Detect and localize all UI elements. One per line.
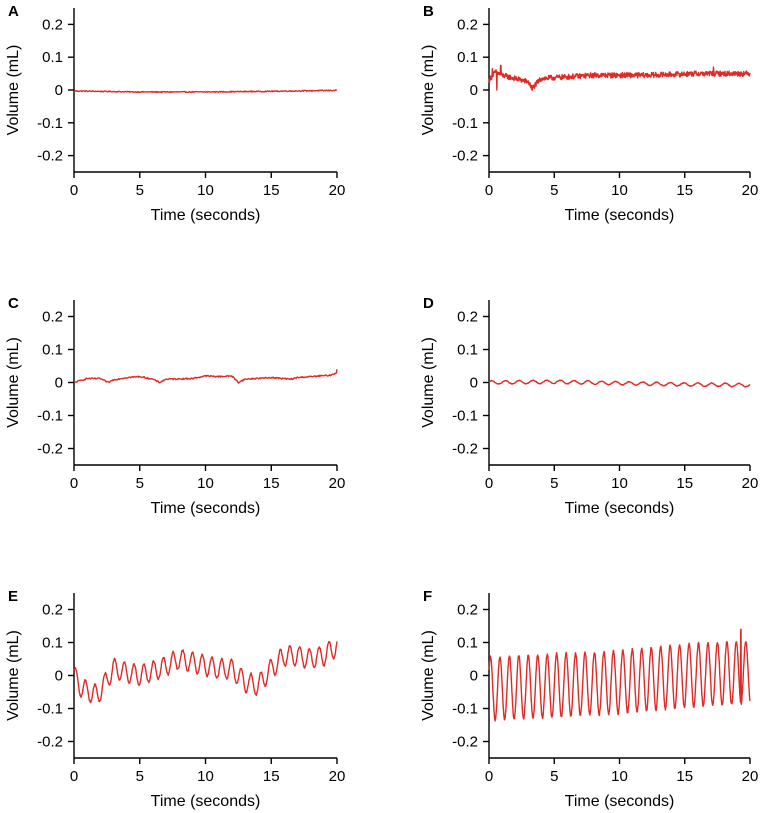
y-axis-title: Volume (mL) bbox=[5, 630, 22, 721]
y-tick-label: 0.2 bbox=[457, 16, 478, 33]
x-tick-label: 5 bbox=[550, 768, 558, 785]
y-axis-title: Volume (mL) bbox=[420, 630, 437, 721]
panel-label: A bbox=[8, 3, 19, 20]
panel-label: D bbox=[423, 295, 434, 312]
x-tick-label: 0 bbox=[485, 182, 493, 199]
y-axis-title: Volume (mL) bbox=[5, 45, 22, 136]
x-tick-label: 20 bbox=[742, 475, 759, 492]
y-tick-label: 0.1 bbox=[42, 342, 63, 359]
trace-line-a bbox=[73, 89, 338, 94]
y-tick-label: -0.2 bbox=[37, 441, 63, 458]
y-axis-title: Volume (mL) bbox=[5, 337, 22, 428]
y-tick-label: -0.2 bbox=[452, 441, 478, 458]
x-tick-label: 15 bbox=[263, 768, 280, 785]
x-tick-label: 10 bbox=[611, 768, 628, 785]
y-axis-title: Volume (mL) bbox=[420, 45, 437, 136]
x-tick-label: 20 bbox=[329, 768, 346, 785]
trace-line-c bbox=[73, 369, 338, 384]
y-tick-label: 0 bbox=[470, 375, 478, 392]
panel-a: A 0.2 0.1 0 -0.1 -0.2 0 5 10 15 20 Time (seconds) Vo… bbox=[5, 3, 345, 224]
y-tick-label: -0.1 bbox=[37, 701, 63, 718]
y-tick-label: 0 bbox=[470, 82, 478, 99]
y-tick-label: -0.1 bbox=[452, 408, 478, 425]
y-tick-label: 0.2 bbox=[457, 602, 478, 619]
x-tick-label: 15 bbox=[676, 182, 693, 199]
panel-c: C 0.2 0.1 0 -0.1 -0.2 0 5 10 15 20 Time (seconds) Vo… bbox=[5, 295, 345, 517]
y-tick-label: -0.2 bbox=[452, 148, 478, 165]
x-axis-title: Time (seconds) bbox=[151, 793, 261, 810]
y-tick-label: 0.2 bbox=[42, 602, 63, 619]
y-tick-label: 0.2 bbox=[457, 309, 478, 326]
y-tick-label: 0 bbox=[55, 375, 63, 392]
panel-b: B 0.2 0.1 0 -0.1 -0.2 0 5 10 15 20 Time (seconds) Vo… bbox=[420, 3, 758, 224]
x-tick-label: 0 bbox=[70, 768, 78, 785]
x-tick-label: 10 bbox=[197, 768, 214, 785]
trace-line-b bbox=[488, 64, 751, 91]
x-tick-label: 0 bbox=[485, 475, 493, 492]
x-tick-label: 5 bbox=[550, 182, 558, 199]
x-tick-label: 10 bbox=[197, 475, 214, 492]
trace-line-f bbox=[488, 628, 751, 722]
y-tick-label: -0.2 bbox=[37, 734, 63, 751]
x-tick-label: 5 bbox=[136, 768, 144, 785]
x-tick-label: 0 bbox=[485, 768, 493, 785]
x-tick-label: 20 bbox=[329, 475, 346, 492]
x-tick-label: 20 bbox=[742, 182, 759, 199]
x-tick-label: 10 bbox=[197, 182, 214, 199]
trace-line-d bbox=[488, 379, 751, 388]
y-tick-label: -0.2 bbox=[452, 734, 478, 751]
x-tick-label: 10 bbox=[611, 475, 628, 492]
y-tick-label: 0.1 bbox=[457, 635, 478, 652]
panel-label: F bbox=[423, 588, 432, 605]
x-axis-title: Time (seconds) bbox=[565, 500, 675, 517]
y-tick-label: 0.2 bbox=[42, 309, 63, 326]
x-axis-title: Time (seconds) bbox=[565, 793, 675, 810]
y-tick-label: 0 bbox=[55, 82, 63, 99]
y-tick-label: 0.1 bbox=[457, 49, 478, 66]
y-tick-label: 0 bbox=[55, 668, 63, 685]
y-axis-title: Volume (mL) bbox=[420, 337, 437, 428]
y-tick-label: -0.1 bbox=[37, 115, 63, 132]
x-axis-title: Time (seconds) bbox=[565, 207, 675, 224]
panel-label: C bbox=[8, 295, 19, 312]
x-tick-label: 0 bbox=[70, 182, 78, 199]
panel-label: B bbox=[423, 3, 434, 20]
y-tick-label: -0.1 bbox=[37, 408, 63, 425]
y-tick-label: -0.1 bbox=[452, 701, 478, 718]
x-tick-label: 20 bbox=[742, 768, 759, 785]
trace-line-e bbox=[73, 640, 338, 704]
x-tick-label: 5 bbox=[136, 475, 144, 492]
y-tick-label: 0.2 bbox=[42, 16, 63, 33]
panel-f: F 0.2 0.1 0 -0.1 -0.2 0 5 10 15 20 Time (seconds) Vo… bbox=[420, 588, 758, 810]
x-tick-label: 15 bbox=[263, 182, 280, 199]
y-tick-label: 0.1 bbox=[457, 342, 478, 359]
y-tick-label: 0.1 bbox=[42, 49, 63, 66]
x-tick-label: 0 bbox=[70, 475, 78, 492]
panel-label: E bbox=[8, 588, 18, 605]
x-tick-label: 15 bbox=[676, 475, 693, 492]
y-tick-label: 0 bbox=[470, 668, 478, 685]
x-axis-title: Time (seconds) bbox=[151, 500, 261, 517]
y-tick-label: 0.1 bbox=[42, 635, 63, 652]
panel-d: D 0.2 0.1 0 -0.1 -0.2 0 5 10 15 20 Time (seconds) Vo… bbox=[420, 295, 758, 517]
panel-e: E 0.2 0.1 0 -0.1 -0.2 0 5 10 15 20 Time (seconds) Vo… bbox=[5, 588, 345, 810]
x-tick-label: 15 bbox=[263, 475, 280, 492]
x-tick-label: 10 bbox=[611, 182, 628, 199]
x-tick-label: 5 bbox=[550, 475, 558, 492]
x-tick-label: 20 bbox=[329, 182, 346, 199]
y-tick-label: -0.1 bbox=[452, 115, 478, 132]
x-axis-title: Time (seconds) bbox=[151, 207, 261, 224]
x-tick-label: 15 bbox=[676, 768, 693, 785]
y-tick-label: -0.2 bbox=[37, 148, 63, 165]
x-tick-label: 5 bbox=[136, 182, 144, 199]
